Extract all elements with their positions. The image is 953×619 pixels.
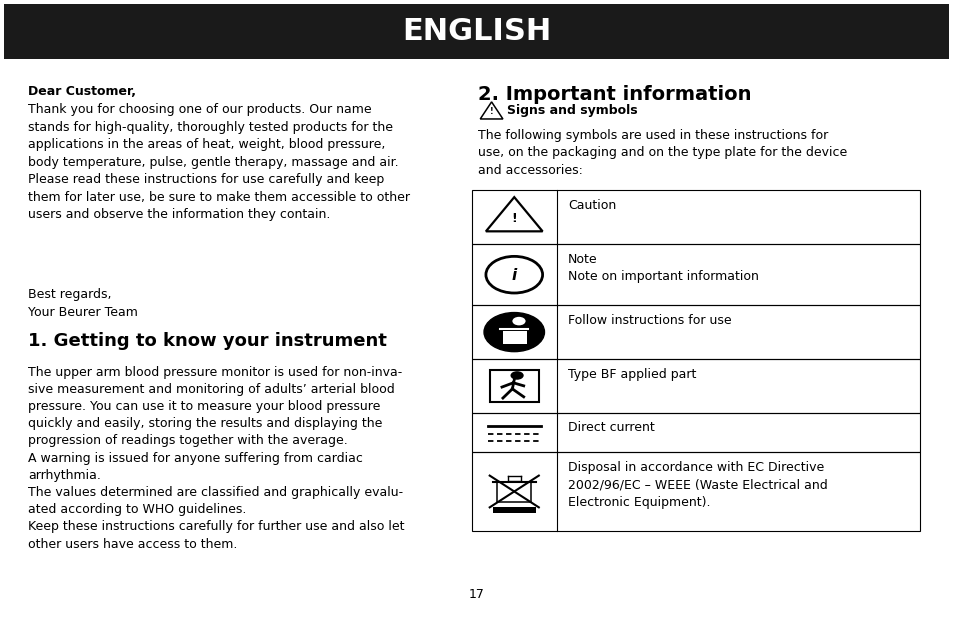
Text: 17: 17 bbox=[468, 589, 484, 602]
Text: 2. Important information: 2. Important information bbox=[477, 85, 751, 104]
Text: The upper arm blood pressure monitor is used for non-inva-
sive measurement and : The upper arm blood pressure monitor is … bbox=[28, 366, 404, 551]
Bar bbox=[471, 359, 920, 413]
Text: Disposal in accordance with EC Directive
2002/96/EC – WEEE (Waste Electrical and: Disposal in accordance with EC Directive… bbox=[567, 461, 827, 509]
Text: Caution: Caution bbox=[567, 199, 616, 212]
Bar bbox=[471, 452, 920, 530]
Bar bbox=[471, 413, 920, 452]
Bar bbox=[471, 244, 920, 305]
Bar bbox=[497, 482, 531, 503]
Text: Note
Note on important information: Note Note on important information bbox=[567, 253, 759, 284]
Text: Type BF applied part: Type BF applied part bbox=[567, 368, 696, 381]
Text: Dear Customer,: Dear Customer, bbox=[28, 85, 135, 98]
Bar bbox=[471, 191, 920, 244]
Text: 1. Getting to know your instrument: 1. Getting to know your instrument bbox=[28, 332, 386, 350]
Circle shape bbox=[510, 371, 523, 379]
Bar bbox=[492, 508, 536, 514]
Bar bbox=[471, 305, 920, 359]
Text: Best regards,
Your Beurer Team: Best regards, Your Beurer Team bbox=[28, 288, 137, 319]
Text: Signs and symbols: Signs and symbols bbox=[506, 104, 637, 117]
Text: !: ! bbox=[489, 107, 493, 116]
Circle shape bbox=[483, 313, 544, 352]
Circle shape bbox=[512, 317, 525, 326]
Text: Direct current: Direct current bbox=[567, 422, 654, 435]
Text: !: ! bbox=[511, 212, 517, 225]
Text: Thank you for choosing one of our products. Our name
stands for high-quality, th: Thank you for choosing one of our produc… bbox=[28, 103, 410, 221]
Text: Follow instructions for use: Follow instructions for use bbox=[567, 314, 731, 327]
Text: i: i bbox=[511, 269, 517, 284]
Text: The following symbols are used in these instructions for
use, on the packaging a: The following symbols are used in these … bbox=[477, 129, 846, 177]
Bar bbox=[502, 331, 527, 344]
Bar bbox=[4, 4, 948, 59]
Bar bbox=[489, 370, 538, 402]
Text: ENGLISH: ENGLISH bbox=[401, 17, 551, 46]
